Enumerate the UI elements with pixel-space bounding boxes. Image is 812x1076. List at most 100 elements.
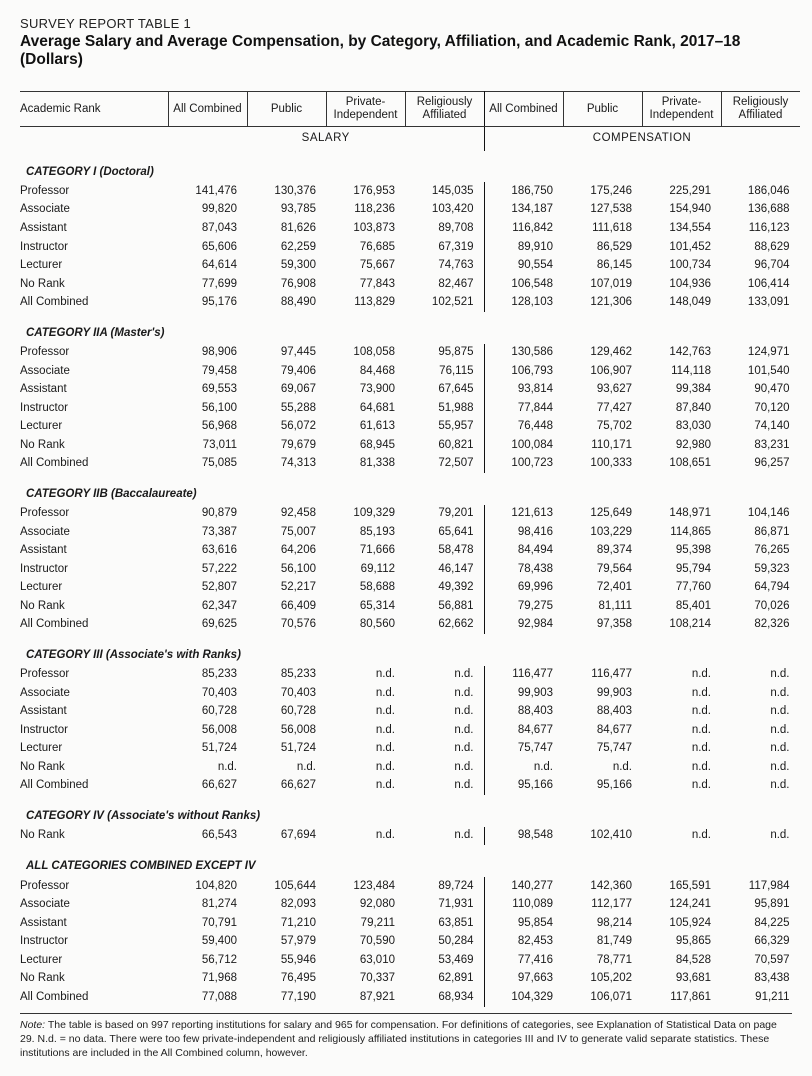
salary-cell: n.d. (405, 777, 484, 796)
table-row: Assistant63,61664,20671,66658,47884,4948… (20, 542, 800, 561)
salary-cell: 76,495 (247, 970, 326, 989)
compensation-cell: 76,448 (484, 418, 563, 437)
col-header-salary-priv: Private-Independent (326, 92, 405, 127)
salary-cell: n.d. (326, 703, 405, 722)
compensation-cell: 89,374 (563, 542, 642, 561)
rank-cell: All Combined (20, 294, 168, 313)
compensation-cell: 70,026 (721, 597, 800, 616)
col-header-comp-public: Public (563, 92, 642, 127)
salary-cell: 76,115 (405, 362, 484, 381)
salary-cell: n.d. (326, 740, 405, 759)
col-header-comp-all: All Combined (484, 92, 563, 127)
rank-cell: No Rank (20, 597, 168, 616)
table-row: Lecturer52,80752,21758,68849,39269,99672… (20, 579, 800, 598)
salary-cell: 58,478 (405, 542, 484, 561)
compensation-cell: 106,414 (721, 275, 800, 294)
salary-cell: 76,908 (247, 275, 326, 294)
compensation-cell: 95,891 (721, 896, 800, 915)
table-row: No Rank66,54367,694n.d.n.d.98,548102,410… (20, 827, 800, 846)
col-header-comp-priv: Private-Independent (642, 92, 721, 127)
salary-cell: 76,685 (326, 238, 405, 257)
compensation-cell: 100,723 (484, 455, 563, 474)
salary-cell: 56,881 (405, 597, 484, 616)
compensation-cell: 116,477 (563, 666, 642, 685)
compensation-cell: 77,427 (563, 399, 642, 418)
salary-cell: 57,222 (168, 560, 247, 579)
compensation-cell: 104,329 (484, 988, 563, 1007)
table-row: Assistant87,04381,626103,87389,708116,84… (20, 220, 800, 239)
salary-cell: 50,284 (405, 933, 484, 952)
salary-cell: n.d. (405, 827, 484, 846)
salary-cell: 81,626 (247, 220, 326, 239)
salary-cell: n.d. (168, 758, 247, 777)
compensation-cell: 105,924 (642, 914, 721, 933)
salary-cell: 79,679 (247, 436, 326, 455)
table-row: All Combined66,62766,627n.d.n.d.95,16695… (20, 777, 800, 796)
salary-cell: 62,347 (168, 597, 247, 616)
compensation-cell: 75,702 (563, 418, 642, 437)
table-row: Lecturer64,61459,30075,66774,76390,55486… (20, 257, 800, 276)
compensation-cell: 129,462 (563, 344, 642, 363)
compensation-cell: 121,613 (484, 505, 563, 524)
table-row: Lecturer56,96856,07261,61355,95776,44875… (20, 418, 800, 437)
rank-cell: Associate (20, 684, 168, 703)
compensation-cell: 86,145 (563, 257, 642, 276)
compensation-cell: 64,794 (721, 579, 800, 598)
salary-cell: 71,968 (168, 970, 247, 989)
salary-cell: 87,043 (168, 220, 247, 239)
compensation-cell: 70,597 (721, 951, 800, 970)
salary-cell: 80,560 (326, 616, 405, 635)
salary-cell: 118,236 (326, 201, 405, 220)
salary-cell: 77,699 (168, 275, 247, 294)
salary-cell: n.d. (405, 666, 484, 685)
rank-cell: Instructor (20, 238, 168, 257)
compensation-cell: 96,257 (721, 455, 800, 474)
compensation-cell: 82,326 (721, 616, 800, 635)
compensation-cell: 108,214 (642, 616, 721, 635)
salary-cell: 74,763 (405, 257, 484, 276)
salary-cell: 55,957 (405, 418, 484, 437)
salary-cell: 92,458 (247, 505, 326, 524)
salary-cell: 64,614 (168, 257, 247, 276)
col-header-comp-relig: Religiously Affiliated (721, 92, 800, 127)
compensation-cell: 107,019 (563, 275, 642, 294)
compensation-cell: 98,416 (484, 523, 563, 542)
compensation-cell: 105,202 (563, 970, 642, 989)
compensation-cell: 76,265 (721, 542, 800, 561)
compensation-cell: 124,241 (642, 896, 721, 915)
rank-cell: Professor (20, 344, 168, 363)
salary-cell: 59,300 (247, 257, 326, 276)
salary-cell: 75,007 (247, 523, 326, 542)
compensation-cell: 77,844 (484, 399, 563, 418)
salary-cell: n.d. (247, 758, 326, 777)
salary-cell: 89,724 (405, 877, 484, 896)
compensation-cell: n.d. (721, 721, 800, 740)
compensation-cell: 117,861 (642, 988, 721, 1007)
salary-cell: 52,807 (168, 579, 247, 598)
table-row: Associate99,82093,785118,236103,420134,1… (20, 201, 800, 220)
salary-cell: n.d. (326, 666, 405, 685)
compensation-cell: 165,591 (642, 877, 721, 896)
salary-cell: 64,206 (247, 542, 326, 561)
compensation-cell: n.d. (721, 740, 800, 759)
compensation-cell: 78,438 (484, 560, 563, 579)
salary-cell: 84,468 (326, 362, 405, 381)
compensation-cell: n.d. (642, 758, 721, 777)
rank-cell: All Combined (20, 777, 168, 796)
compensation-cell: 102,410 (563, 827, 642, 846)
compensation-cell: 84,225 (721, 914, 800, 933)
salary-cell: 56,100 (247, 560, 326, 579)
compensation-cell: 106,793 (484, 362, 563, 381)
salary-cell: n.d. (405, 721, 484, 740)
compensation-cell: 93,681 (642, 970, 721, 989)
table-row: Professor98,90697,445108,05895,875130,58… (20, 344, 800, 363)
compensation-cell: 86,529 (563, 238, 642, 257)
compensation-cell: 90,470 (721, 381, 800, 400)
rank-cell: Lecturer (20, 951, 168, 970)
salary-cell: 97,445 (247, 344, 326, 363)
salary-cell: n.d. (405, 684, 484, 703)
compensation-cell: 77,416 (484, 951, 563, 970)
salary-cell: 81,274 (168, 896, 247, 915)
salary-cell: 56,008 (247, 721, 326, 740)
compensation-cell: 121,306 (563, 294, 642, 313)
